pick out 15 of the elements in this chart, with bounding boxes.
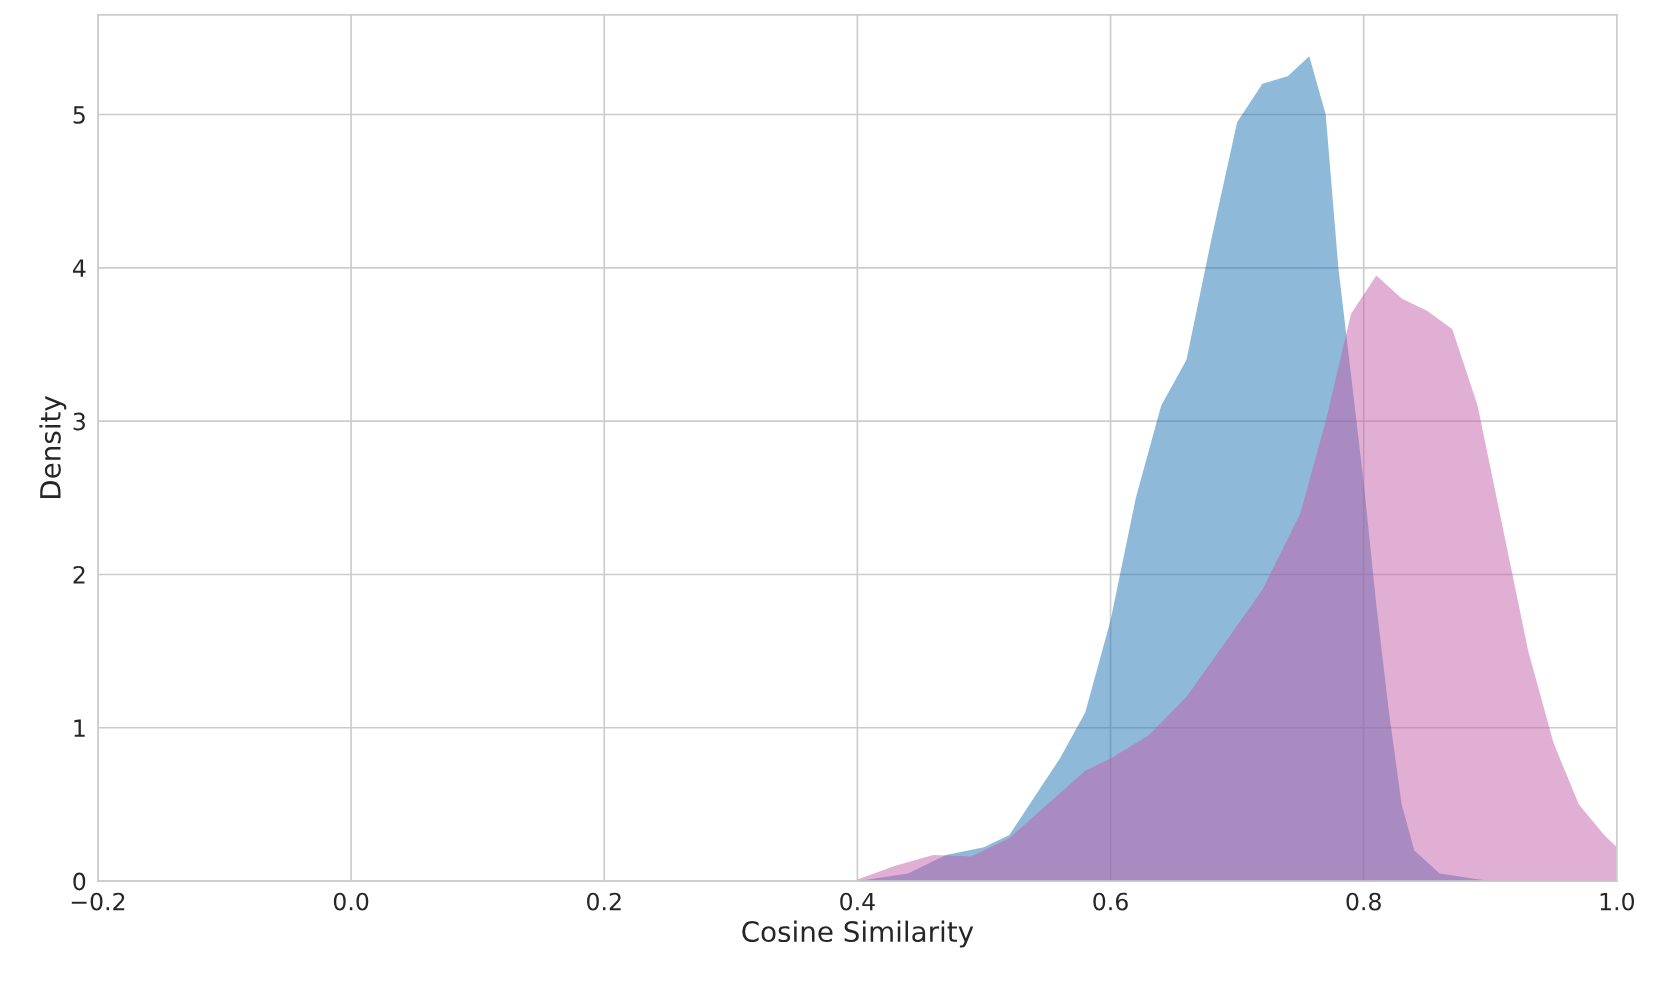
x-tick-label: 0.2 — [587, 892, 621, 911]
y-tick-label: 5 — [73, 106, 85, 124]
y-tick-label: 0 — [73, 872, 86, 891]
y-tick-label: 1 — [74, 719, 85, 737]
y-axis-title: Density — [39, 396, 67, 499]
x-tick-label: 0.0 — [333, 892, 369, 911]
x-tick-label: 1.0 — [1600, 892, 1635, 911]
x-axis-title: Cosine Similarity — [742, 920, 974, 948]
x-tick-label: 0.6 — [1093, 892, 1128, 911]
y-tick-label: 4 — [72, 259, 86, 277]
y-tick-label: 3 — [73, 412, 85, 431]
x-tick-label: −0.2 — [71, 892, 125, 911]
y-tick-label: 2 — [73, 565, 85, 584]
x-tick-label: 0.4 — [840, 892, 875, 911]
x-tick-label: 0.8 — [1346, 892, 1381, 911]
